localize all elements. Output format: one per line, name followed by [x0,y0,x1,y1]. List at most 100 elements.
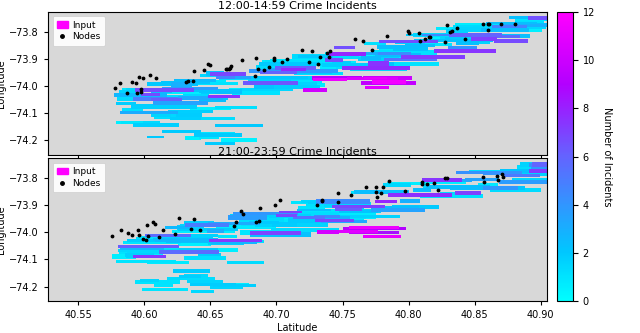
Bar [208,95,240,98]
Bar [479,188,515,190]
Bar [240,88,292,92]
Bar [456,41,479,45]
Bar [131,105,196,109]
Bar [297,70,338,73]
Bar [515,17,561,21]
Bar [210,286,243,289]
Bar [215,124,264,128]
Bar [152,234,218,237]
Bar [342,205,362,209]
Bar [171,83,192,87]
Bar [127,253,163,256]
Bar [468,178,499,181]
Bar [356,230,399,234]
Bar [135,280,180,283]
Bar [134,246,179,250]
Bar [269,78,319,81]
Bar [221,138,257,142]
Bar [201,90,224,94]
Bar [275,67,316,70]
Bar [317,230,339,234]
Bar [312,76,362,80]
Bar [512,177,566,180]
Legend: Input, Nodes: Input, Nodes [52,163,105,192]
Bar [344,55,407,59]
Bar [529,169,574,173]
Bar [364,42,386,45]
Bar [339,230,378,233]
Bar [303,88,327,92]
Bar [361,81,406,85]
Bar [256,66,279,70]
Bar [157,237,213,240]
Bar [314,215,340,218]
Bar [183,94,209,97]
Bar [239,217,284,221]
Bar [249,221,279,224]
Bar [457,39,488,43]
Bar [308,216,349,219]
Bar [494,39,527,43]
Bar [228,88,269,91]
Bar [281,68,306,71]
Bar [522,170,577,173]
Bar [182,228,216,231]
Bar [343,52,394,55]
Bar [154,116,180,120]
Bar [446,179,472,182]
Bar [449,46,477,50]
Bar [151,90,172,93]
Bar [449,33,502,37]
Bar [232,76,252,79]
Bar [422,34,454,37]
Bar [276,77,335,80]
Bar [243,81,298,85]
Bar [151,98,182,101]
Bar [166,240,232,243]
Bar [162,87,218,90]
Bar [307,205,373,208]
Bar [260,71,297,74]
Bar [271,63,339,66]
Bar [337,206,364,209]
Bar [248,78,291,81]
Bar [394,55,426,60]
Bar [387,181,429,185]
Bar [322,64,387,67]
Bar [499,180,561,184]
Bar [414,39,433,42]
Bar [533,171,552,173]
Bar [127,239,175,242]
Bar [194,132,235,134]
Bar [116,102,136,105]
Bar [354,190,409,194]
Bar [228,215,268,219]
Bar [198,253,221,256]
Bar [352,66,401,71]
Bar [309,223,328,226]
Bar [265,60,332,63]
Bar [321,220,367,223]
Bar [243,216,271,219]
Bar [384,206,419,210]
Bar [256,215,298,219]
Bar [324,202,371,207]
Bar [375,53,420,57]
Bar [371,208,425,212]
Bar [255,222,308,227]
Bar [234,76,259,80]
Bar [179,275,202,278]
Bar [257,232,311,237]
Bar [349,230,378,234]
Bar [217,282,250,286]
Bar [378,52,411,55]
Bar [339,210,378,213]
Bar [240,230,278,234]
Bar [153,238,218,240]
Bar [218,235,237,238]
Bar [227,260,264,264]
Bar [159,88,204,92]
Bar [206,71,223,76]
Bar [151,114,171,117]
Bar [136,237,176,240]
